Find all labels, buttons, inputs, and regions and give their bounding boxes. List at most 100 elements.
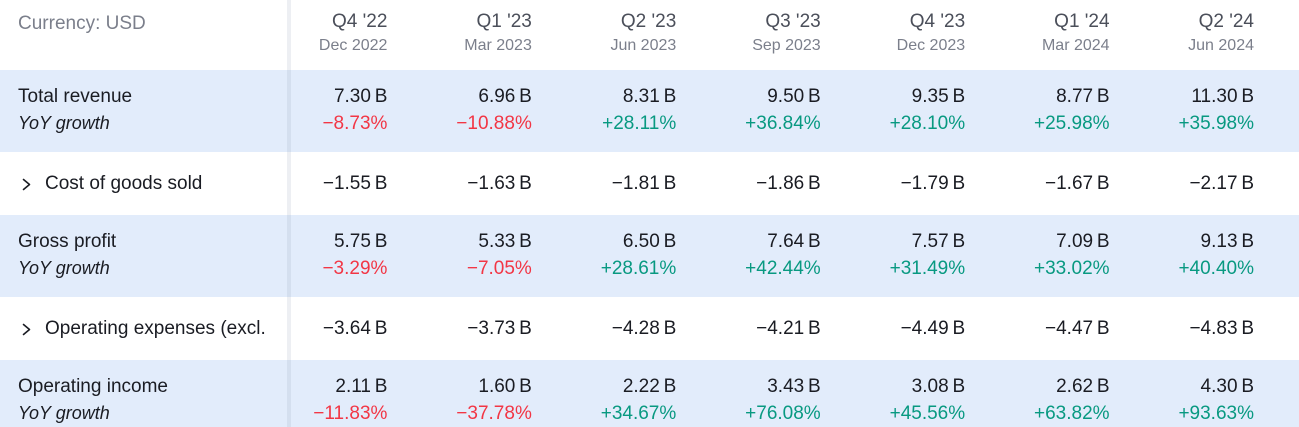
value: −2.17 B (1189, 173, 1254, 194)
chevron-right-icon[interactable] (21, 177, 32, 192)
value: 9.13 B (1200, 231, 1254, 252)
data-cell: −4.49 B (866, 297, 1010, 360)
value: −1.67 B (1045, 173, 1110, 194)
value: 5.33 B (478, 231, 532, 252)
value: 7.57 B (911, 231, 966, 252)
value: −4.21 B (756, 318, 821, 339)
data-cell: 7.09 B +33.02% (1010, 215, 1154, 297)
data-cell: 2.62 B +63.82% (1010, 360, 1154, 427)
row-label: Total revenue (18, 86, 133, 107)
row-cost-of-goods-sold[interactable]: Cost of goods sold −1.55 B −1.63 B −1.81… (0, 152, 1299, 215)
value: 4.30 B (1200, 376, 1254, 397)
value: 9.50 B (767, 86, 821, 107)
column-header-q3-23: Q3 '23 Sep 2023 (721, 0, 865, 70)
data-cell: −1.55 B (288, 152, 432, 215)
quarter-label: Q3 '23 (765, 11, 821, 32)
data-cell: −1.63 B (432, 152, 576, 215)
data-cell: 6.50 B +28.61% (577, 215, 721, 297)
yoy-growth-value: +28.61% (600, 258, 677, 279)
value: 7.64 B (767, 231, 821, 252)
value: 3.08 B (911, 376, 966, 397)
value: 6.50 B (622, 231, 677, 252)
quarter-label: Q4 '23 (909, 11, 966, 32)
value: 11.30 B (1191, 86, 1254, 107)
column-header-q2-24: Q2 '24 Jun 2024 (1155, 0, 1299, 70)
value: 6.96 B (478, 86, 532, 107)
value: −1.86 B (756, 173, 821, 194)
column-header-q2-23: Q2 '23 Jun 2023 (577, 0, 721, 70)
value: 8.77 B (1056, 86, 1110, 107)
yoy-growth-value: +36.84% (745, 113, 821, 134)
data-cell: −3.73 B (432, 297, 576, 360)
data-cell: −4.21 B (721, 297, 865, 360)
data-cell: 4.30 B +93.63% (1155, 360, 1299, 427)
quarter-label: Q2 '23 (620, 11, 677, 32)
row-gross-profit: Gross profit YoY growth 5.75 B −3.29% 5.… (0, 215, 1299, 297)
expand-row-toggle[interactable]: Cost of goods sold (0, 152, 288, 215)
quarter-date: Mar 2023 (464, 37, 532, 54)
row-total-revenue: Total revenue YoY growth 7.30 B −8.73% 6… (0, 70, 1299, 152)
yoy-growth-value: +31.49% (889, 258, 966, 279)
data-cell: 1.60 B −37.78% (432, 360, 576, 427)
data-cell: 7.57 B +31.49% (866, 215, 1010, 297)
yoy-growth-value: −8.73% (322, 113, 388, 134)
row-label-cell: Gross profit YoY growth (0, 215, 288, 297)
data-cell: 2.11 B −11.83% (288, 360, 432, 427)
yoy-growth-label: YoY growth (18, 113, 110, 133)
data-cell: −4.47 B (1010, 297, 1154, 360)
value: 3.43 B (767, 376, 821, 397)
yoy-growth-value: +40.40% (1178, 258, 1254, 279)
yoy-growth-value: +33.02% (1034, 258, 1110, 279)
row-label: Operating expenses (excl. (45, 318, 266, 339)
data-cell: 9.35 B +28.10% (866, 70, 1010, 152)
row-label-cell: Operating income YoY growth (0, 360, 288, 427)
yoy-growth-label: YoY growth (18, 258, 110, 278)
column-header-q1-24: Q1 '24 Mar 2024 (1010, 0, 1154, 70)
data-cell: 7.64 B +42.44% (721, 215, 865, 297)
data-cell: 8.77 B +25.98% (1010, 70, 1154, 152)
data-cell: −2.17 B (1155, 152, 1299, 215)
data-cell: −3.64 B (288, 297, 432, 360)
quarter-date: Mar 2024 (1041, 37, 1110, 54)
data-cell: −1.79 B (866, 152, 1010, 215)
chevron-right-icon[interactable] (21, 322, 32, 337)
quarter-label: Q2 '24 (1198, 11, 1254, 32)
yoy-growth-value: +63.82% (1034, 403, 1110, 424)
yoy-growth-value: −7.05% (466, 258, 532, 279)
yoy-growth-value: −11.83% (313, 403, 388, 424)
data-cell: 8.31 B +28.11% (577, 70, 721, 152)
column-header-q1-23: Q1 '23 Mar 2023 (432, 0, 576, 70)
value: −4.49 B (900, 318, 966, 339)
data-cell: 2.22 B +34.67% (577, 360, 721, 427)
value: 7.30 B (333, 86, 388, 107)
value: −4.28 B (611, 318, 677, 339)
column-header-q4-22: Q4 '22 Dec 2022 (288, 0, 432, 70)
data-cell: 9.50 B +36.84% (721, 70, 865, 152)
data-cell: 9.13 B +40.40% (1155, 215, 1299, 297)
row-label-cell: Total revenue YoY growth (0, 70, 288, 152)
value: −3.73 B (467, 318, 532, 339)
data-cell: 5.33 B −7.05% (432, 215, 576, 297)
value: −1.63 B (467, 173, 532, 194)
row-operating-expenses[interactable]: Operating expenses (excl. −3.64 B −3.73 … (0, 297, 1299, 360)
data-cell: −1.86 B (721, 152, 865, 215)
data-cell: 6.96 B −10.88% (432, 70, 576, 152)
yoy-growth-value: +42.44% (745, 258, 821, 279)
row-label: Gross profit (18, 231, 117, 252)
value: −4.83 B (1189, 318, 1254, 339)
column-header-q4-23: Q4 '23 Dec 2023 (866, 0, 1010, 70)
quarter-label: Q1 '23 (476, 11, 532, 32)
yoy-growth-value: +34.67% (600, 403, 677, 424)
data-cell: −1.81 B (577, 152, 721, 215)
data-cell: −4.28 B (577, 297, 721, 360)
yoy-growth-label: YoY growth (18, 403, 110, 423)
yoy-growth-value: −10.88% (456, 113, 532, 134)
quarter-date: Dec 2022 (318, 37, 388, 54)
row-label: Cost of goods sold (45, 173, 203, 194)
expand-row-toggle[interactable]: Operating expenses (excl. (0, 297, 288, 360)
quarter-date: Jun 2023 (610, 37, 677, 54)
value: 8.31 B (622, 86, 677, 107)
data-cell: 5.75 B −3.29% (288, 215, 432, 297)
value: 7.09 B (1056, 231, 1110, 252)
